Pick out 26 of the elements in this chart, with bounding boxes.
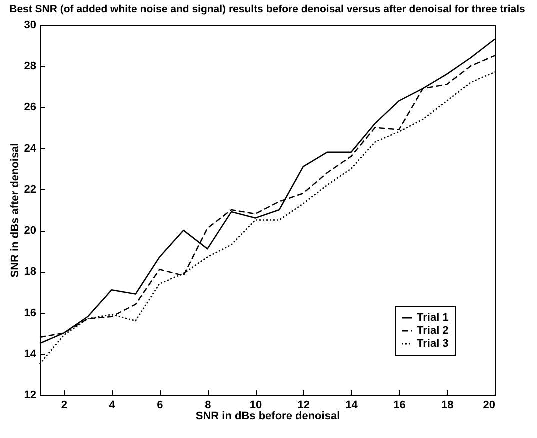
y-tick-label: 16 (24, 307, 36, 320)
x-tick-label: 4 (109, 400, 116, 412)
x-tick-label: 12 (298, 400, 310, 412)
y-tick-label: 24 (24, 142, 38, 155)
x-tick-label: 10 (250, 400, 262, 412)
x-tick-label: 18 (441, 400, 454, 412)
y-axis-title: SNR in dBs after denoisal (9, 143, 22, 278)
y-tick-label: 22 (24, 184, 36, 196)
legend-label: Trial 1 (417, 312, 449, 324)
y-tick-label: 26 (24, 102, 36, 114)
y-tick-label: 12 (24, 390, 36, 402)
legend-label: Trial 2 (417, 325, 449, 337)
x-axis-title: SNR in dBs before denoisal (196, 410, 340, 422)
y-tick-label: 30 (24, 20, 36, 32)
x-tick-label: 8 (205, 400, 212, 412)
chart-title: Best SNR (of added white noise and signal) results before denoisal versus after denoisal for three trials (10, 4, 526, 16)
y-tick-label: 20 (24, 225, 36, 238)
y-tick-label: 28 (24, 60, 36, 73)
x-tick-label: 14 (346, 400, 359, 412)
x-tick-label: 16 (394, 400, 406, 412)
x-tick-label: 6 (157, 400, 164, 412)
x-tick-label: 20 (483, 400, 496, 412)
y-tick-label: 14 (24, 348, 38, 360)
y-tick-label: 18 (24, 266, 36, 278)
legend-label: Trial 3 (417, 338, 449, 350)
x-tick-label: 2 (61, 400, 68, 412)
